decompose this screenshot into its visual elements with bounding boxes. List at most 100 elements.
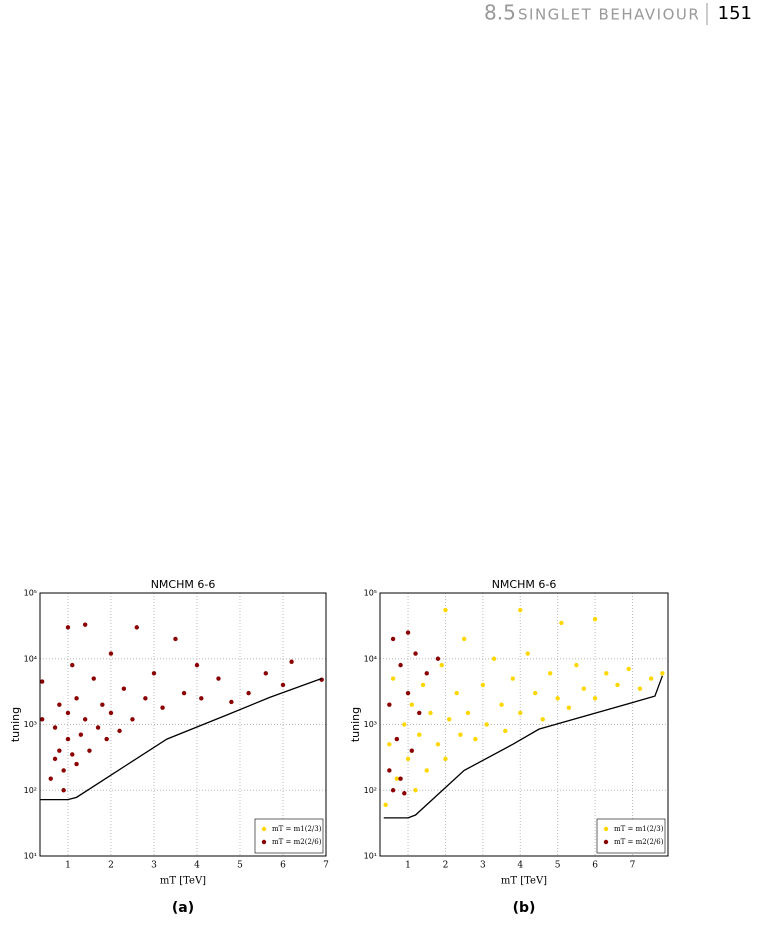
legend-box bbox=[596, 818, 666, 854]
scatter-point bbox=[428, 710, 433, 716]
y-axis-label: tuning bbox=[349, 707, 362, 742]
scatter-point bbox=[130, 717, 135, 722]
scatter-point bbox=[160, 705, 165, 710]
scatter-point bbox=[435, 656, 441, 661]
x-tick-label: 3 bbox=[480, 861, 486, 871]
plot-frame bbox=[39, 592, 327, 857]
scatter-point bbox=[604, 671, 609, 676]
scatter-point bbox=[390, 788, 396, 793]
scatter-point bbox=[435, 742, 441, 747]
scatter-point bbox=[70, 752, 75, 757]
x-tick-label: 1 bbox=[65, 861, 71, 871]
legend-label: mT = m1(2/3) bbox=[614, 825, 664, 833]
scatter-point bbox=[48, 776, 53, 781]
scatter-point bbox=[87, 748, 92, 753]
scatter-point bbox=[454, 690, 459, 696]
y-tick-label: 10² bbox=[24, 786, 37, 795]
scatter-point bbox=[134, 625, 139, 630]
x-tick-label: 6 bbox=[592, 861, 598, 871]
scatter-point bbox=[74, 696, 79, 701]
x-tick-label: 4 bbox=[194, 861, 200, 871]
scatter-point bbox=[510, 676, 515, 681]
scatter-point bbox=[383, 802, 388, 808]
legend-label: mT = m1(2/3) bbox=[272, 825, 322, 833]
scatter-point bbox=[280, 682, 286, 688]
scatter-point bbox=[387, 702, 392, 707]
scatter-point bbox=[65, 736, 71, 742]
legend-swatch bbox=[603, 839, 609, 845]
chart-title: NMCHM 6-6 bbox=[492, 578, 557, 591]
legend-swatch bbox=[261, 839, 267, 845]
scatter-point bbox=[637, 686, 643, 691]
scatter-point bbox=[263, 671, 268, 676]
scatter-point bbox=[499, 702, 504, 707]
x-axis-label: mT [TeV] bbox=[501, 876, 547, 887]
scatter-point bbox=[443, 607, 448, 613]
x-tick-label: 2 bbox=[443, 861, 449, 871]
scatter-point bbox=[394, 736, 400, 742]
scatter-point bbox=[480, 682, 486, 688]
scatter-point bbox=[246, 690, 251, 696]
scatter-point bbox=[65, 625, 71, 630]
x-tick-label: 3 bbox=[151, 861, 157, 871]
scatter-point bbox=[581, 686, 587, 691]
y-tick-label: 10¹ bbox=[24, 852, 37, 861]
scatter-point bbox=[390, 676, 396, 681]
scatter-point bbox=[626, 666, 631, 672]
legend-label: mT = m2(2/6) bbox=[272, 838, 322, 846]
scatter-point bbox=[461, 636, 467, 642]
scatter-point bbox=[439, 662, 444, 668]
y-axis-label: tuning bbox=[9, 707, 22, 742]
boundary-line bbox=[40, 677, 322, 801]
scatter-point bbox=[465, 710, 471, 716]
scatter-point bbox=[405, 630, 411, 635]
scatter-point bbox=[615, 682, 620, 688]
x-tick-label: 4 bbox=[517, 861, 523, 871]
page-number: 151 bbox=[718, 3, 752, 24]
scatter-point bbox=[555, 696, 560, 701]
scatter-point bbox=[387, 742, 392, 747]
scatter-point bbox=[398, 662, 403, 668]
scatter-point bbox=[409, 702, 414, 707]
scatter-point bbox=[78, 732, 84, 737]
scatter-point bbox=[95, 725, 101, 730]
scatter-point bbox=[446, 717, 452, 722]
scatter-point bbox=[518, 607, 523, 613]
scatter-point bbox=[417, 732, 422, 737]
scatter-point bbox=[39, 679, 45, 684]
scatter-point bbox=[151, 671, 157, 676]
scatter-point bbox=[592, 616, 598, 622]
scatter-point bbox=[108, 651, 114, 656]
scatter-point bbox=[57, 748, 62, 753]
scatter-point bbox=[547, 671, 553, 676]
x-axis-label: mT [TeV] bbox=[160, 876, 206, 887]
legend-label: mT = m2(2/6) bbox=[614, 838, 664, 846]
y-tick-label: 10⁵ bbox=[24, 589, 37, 598]
scatter-point bbox=[559, 620, 564, 626]
scatter-point bbox=[173, 636, 178, 642]
scatter-point bbox=[229, 699, 234, 705]
scatter-point bbox=[405, 756, 411, 762]
scatter-point bbox=[592, 696, 598, 701]
scatter-point bbox=[473, 736, 478, 742]
y-tick-label: 10³ bbox=[24, 720, 37, 729]
scatter-point bbox=[181, 690, 187, 696]
scatter-point bbox=[409, 748, 414, 753]
scatter-point bbox=[417, 710, 422, 716]
y-tick-label: 10⁴ bbox=[24, 654, 37, 663]
scatter-point bbox=[52, 725, 58, 730]
scatter-point bbox=[660, 671, 665, 676]
scatter-point bbox=[194, 662, 200, 668]
scatter-point bbox=[413, 788, 418, 793]
scatter-point bbox=[52, 756, 58, 762]
scatter-point bbox=[143, 696, 148, 701]
boundary-line bbox=[383, 675, 663, 819]
scatter-point bbox=[82, 717, 88, 722]
legend-swatch bbox=[603, 826, 609, 832]
y-tick-label: 10³ bbox=[364, 720, 377, 729]
scatter-point bbox=[39, 717, 45, 722]
scatter-point bbox=[121, 686, 127, 691]
scatter-point bbox=[394, 776, 400, 781]
